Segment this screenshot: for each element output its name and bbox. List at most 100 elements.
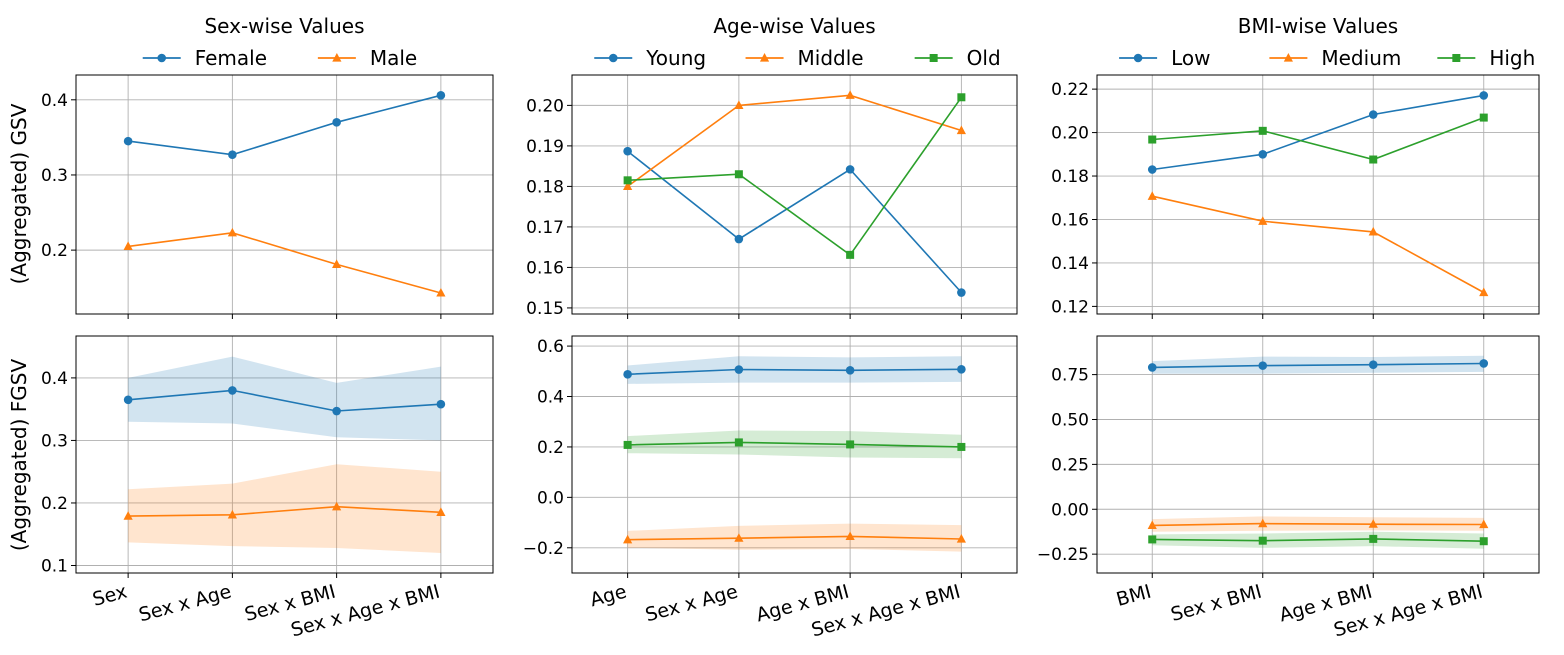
y-tick-label: 0.3	[41, 166, 68, 186]
point-middle	[845, 531, 855, 541]
panel-title: Sex-wise Values	[204, 14, 364, 38]
point-female	[436, 399, 446, 409]
point-young	[957, 364, 966, 374]
point-high	[1369, 155, 1378, 164]
y-tick-label: 0.1	[41, 556, 68, 576]
x-tick-label: BMI	[1114, 581, 1154, 611]
point-old	[957, 442, 966, 451]
point-middle	[623, 534, 633, 544]
point-medium	[1258, 216, 1268, 225]
legend-label-male: Male	[370, 46, 417, 70]
series-line-low	[1152, 94, 1484, 171]
point-old	[623, 176, 632, 185]
series-line-low	[1152, 362, 1484, 369]
band-female	[128, 356, 441, 441]
series-line-young	[627, 150, 962, 294]
legend-marker-high	[1452, 54, 1461, 62]
point-female	[332, 406, 341, 416]
point-old	[623, 440, 632, 449]
legend-label-young: Young	[645, 46, 706, 70]
panel-age-gsv: 0.15 0.16 0.17 0.18 0.19 0.20 Age-wise Values Y…	[526, 14, 1018, 319]
y-tick-label: 0.20	[526, 96, 564, 116]
legend: Young Middle Old	[594, 46, 1001, 70]
panel-sex-gsv: 0.2 0.3 0.4 Sex-wise Values Female Male	[41, 14, 494, 319]
point-high	[1258, 536, 1267, 545]
legend: Low Medium High	[1119, 46, 1535, 70]
point-female	[332, 118, 341, 127]
y-tick-label: 0.50	[1051, 410, 1089, 430]
panel-title: BMI-wise Values	[1238, 14, 1398, 38]
x-tick-label: Sex x Age	[136, 581, 233, 627]
x-tick-label: Sex x BMI	[1169, 581, 1265, 626]
point-low	[1479, 359, 1489, 368]
point-medium	[1147, 191, 1157, 200]
point-high	[1148, 535, 1157, 544]
y-tick-label: 0.0	[537, 488, 564, 508]
point-medium	[1479, 519, 1489, 529]
point-female	[436, 90, 446, 100]
point-young	[957, 288, 966, 297]
legend-marker-medium	[1283, 53, 1293, 62]
y-tick-label: 0.16	[1051, 210, 1089, 230]
series-line-high	[1152, 116, 1485, 161]
point-male	[123, 511, 133, 520]
point-young	[845, 365, 855, 375]
axes-frame	[75, 74, 494, 315]
y-tick-label: 0.2	[537, 438, 564, 458]
legend-marker-female	[157, 53, 167, 63]
series-line-old	[627, 441, 962, 448]
point-old	[734, 170, 743, 179]
legend-label-low: Low	[1171, 46, 1210, 70]
point-male	[227, 509, 237, 519]
series-line-middle	[627, 535, 962, 541]
y-tick-label: 0.00	[1051, 500, 1089, 520]
legend-label-high: High	[1489, 46, 1535, 70]
x-tick-label: Sex	[90, 581, 129, 611]
y-tick-label: −0.2	[523, 539, 564, 559]
point-female	[123, 136, 133, 146]
point-low	[1258, 150, 1268, 159]
point-low	[1368, 110, 1378, 119]
point-old	[846, 440, 855, 449]
point-middle	[734, 100, 744, 109]
series-line-medium	[1152, 522, 1484, 527]
point-male	[227, 227, 237, 237]
point-middle	[956, 125, 966, 135]
point-female	[228, 386, 237, 395]
point-male	[332, 259, 342, 268]
point-male	[332, 501, 342, 511]
legend-label-middle: Middle	[798, 46, 864, 70]
panel-title: Age-wise Values	[713, 14, 875, 38]
point-high	[1148, 135, 1157, 144]
point-medium	[1147, 520, 1157, 530]
series-line-old	[627, 96, 963, 257]
point-young	[734, 365, 744, 374]
y-tick-label: 0.3	[41, 431, 68, 451]
point-male	[436, 287, 446, 297]
point-young	[623, 146, 632, 156]
series-line-middle	[627, 94, 962, 188]
y-tick-label: 0.15	[526, 299, 564, 319]
legend-label-old: Old	[967, 46, 1001, 70]
axes-frame	[571, 74, 1018, 315]
point-low	[1479, 91, 1489, 100]
y-tick-label: 0.18	[526, 177, 564, 197]
y-tick-label: −0.25	[1037, 545, 1089, 565]
point-low	[1368, 360, 1378, 370]
y-tick-label: 0.18	[1051, 167, 1089, 187]
y-tick-label: 0.2	[41, 241, 68, 261]
y-tick-label: 0.17	[526, 218, 564, 238]
point-male	[436, 507, 446, 516]
point-female	[228, 150, 237, 159]
y-tick-label: 0.4	[537, 388, 564, 408]
series-line-young	[627, 368, 962, 376]
point-middle	[956, 533, 966, 543]
legend-label-female: Female	[195, 46, 267, 70]
point-high	[1369, 534, 1378, 543]
y-tick-label: 0.19	[526, 137, 564, 157]
point-young	[734, 234, 744, 244]
